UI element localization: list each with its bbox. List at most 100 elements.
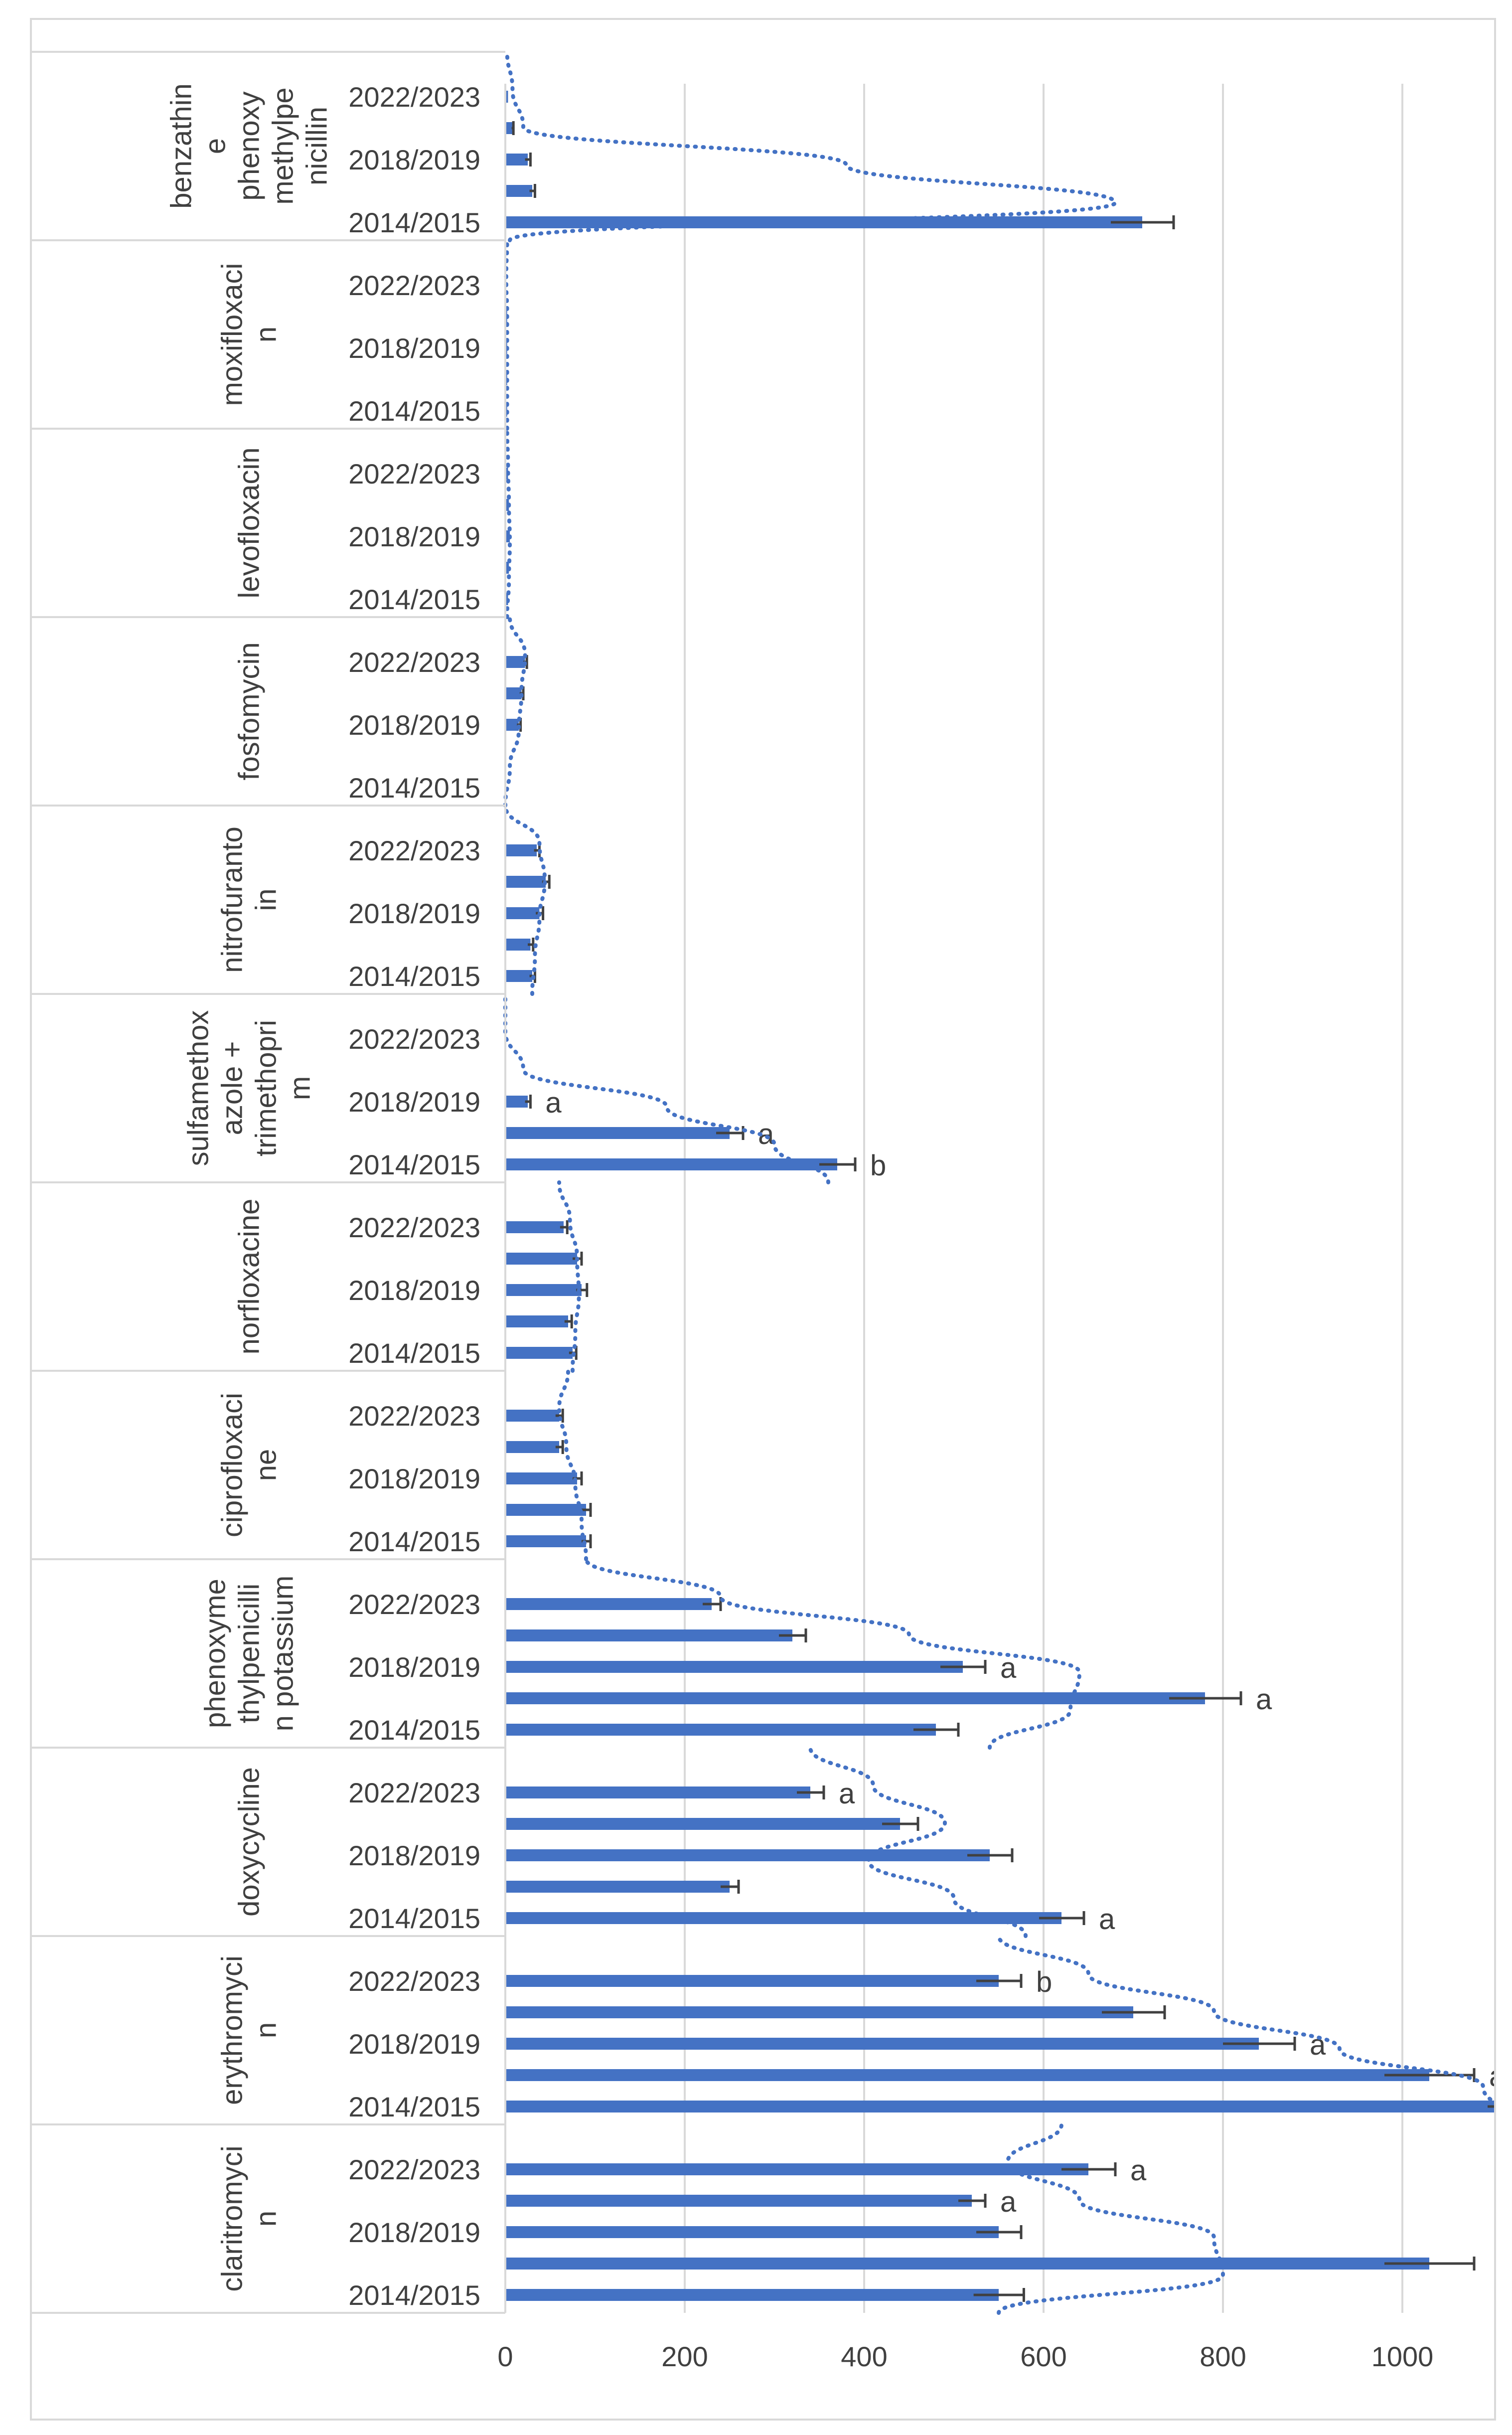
- year-label: 2018/2019: [348, 1463, 480, 1494]
- gridlines: [684, 84, 1403, 2313]
- bar: [505, 185, 532, 197]
- bar: [505, 1849, 990, 1861]
- year-label: 2014/2015: [348, 207, 480, 238]
- bar: [505, 2101, 1494, 2112]
- year-label: 2014/2015: [348, 1526, 480, 1557]
- bar: [505, 1127, 730, 1139]
- group-label-line: n: [250, 326, 282, 342]
- bar: [505, 2006, 1133, 2018]
- bar: [505, 91, 508, 103]
- bar: [505, 562, 509, 574]
- year-label: 2018/2019: [348, 1086, 480, 1118]
- group-label-line: in: [250, 888, 282, 911]
- group-label-line: n: [250, 2211, 282, 2227]
- group-label-line: trimethopri: [250, 1020, 282, 1156]
- significance-label: a: [839, 1778, 855, 1810]
- year-label: 2022/2023: [348, 1589, 480, 1620]
- bar: [505, 2069, 1429, 2081]
- bar: [505, 876, 546, 888]
- year-label: 2022/2023: [348, 1965, 480, 1997]
- bar: [505, 1441, 559, 1453]
- year-label: 2014/2015: [348, 2279, 480, 2311]
- bar: [505, 719, 519, 731]
- bar: [505, 1472, 577, 1484]
- trendline: [503, 804, 547, 996]
- year-label: 2014/2015: [348, 1149, 480, 1180]
- group-label-line: methylpe: [267, 87, 299, 204]
- year-label: 2014/2015: [348, 772, 480, 804]
- trendlines: [503, 50, 1494, 2315]
- year-label: 2014/2015: [348, 584, 480, 615]
- group-label-line: fosfomycin: [233, 642, 265, 780]
- year-label: 2014/2015: [348, 961, 480, 992]
- significance-label: a: [1000, 1652, 1017, 1684]
- bar: [505, 1818, 900, 1830]
- year-label: 2022/2023: [348, 81, 480, 113]
- bar: [505, 154, 528, 165]
- group-label: claritromyci n: [216, 2145, 282, 2291]
- bar: [505, 1692, 1205, 1704]
- group-label: levofloxacin: [233, 447, 265, 598]
- group-label-line: nitrofuranto: [216, 826, 248, 973]
- trendline: [557, 1369, 588, 1561]
- year-label: 2018/2019: [348, 2028, 480, 2060]
- year-label: 2022/2023: [348, 647, 480, 678]
- group-label-line: moxifloxaci: [216, 263, 248, 406]
- significance-label: a: [1130, 2154, 1147, 2187]
- trendline: [505, 50, 1118, 242]
- bar: [505, 656, 525, 668]
- bar: [505, 1221, 564, 1233]
- group-label: fosfomycin: [233, 642, 265, 780]
- trendline: [997, 1934, 1494, 2105]
- x-tick-label: 1000: [1371, 2341, 1434, 2372]
- group-label-line: sulfamethox: [182, 1010, 214, 1166]
- year-label: 2018/2019: [348, 144, 480, 175]
- group-label: doxycycline: [233, 1767, 265, 1917]
- year-label: 2014/2015: [348, 395, 480, 427]
- chart-frame: aabaabaaaabaa 2014/20152018/20192022/202…: [30, 18, 1496, 2421]
- year-label: 2014/2015: [348, 2091, 480, 2122]
- bar: [505, 1598, 712, 1610]
- trendline: [557, 1180, 581, 1373]
- group-label-line: ne: [250, 1449, 282, 1481]
- chart-svg: aabaabaaaabaa 2014/20152018/20192022/202…: [32, 50, 1494, 2372]
- year-label: 2018/2019: [348, 898, 480, 929]
- bar: [505, 2289, 999, 2301]
- year-label: 2018/2019: [348, 2217, 480, 2248]
- year-label: 2018/2019: [348, 521, 480, 552]
- year-label: 2018/2019: [348, 1840, 480, 1871]
- group-label: sulfamethox azole + trimethopri m: [182, 1010, 316, 1166]
- group-label-line: m: [284, 1076, 316, 1100]
- group-label-line: n potassium: [267, 1576, 299, 1732]
- bars: aabaabaaaabaa: [505, 91, 1494, 2302]
- group-label-line: thylpenicilli: [233, 1584, 265, 1723]
- group-label-line: n: [250, 2022, 282, 2038]
- year-label: 2018/2019: [348, 332, 480, 364]
- significance-label: b: [870, 1149, 886, 1182]
- bar: [505, 1629, 792, 1641]
- value-axis-ticks: 0200400600800100012001400: [497, 2341, 1434, 2372]
- trendline: [504, 238, 509, 431]
- year-label: 2022/2023: [348, 458, 480, 489]
- bar: [505, 1881, 730, 1893]
- year-label: 2018/2019: [348, 1651, 480, 1683]
- group-label-line: ciprofloxaci: [216, 1393, 248, 1537]
- group-label: nitrofuranto in: [216, 826, 282, 973]
- bar: [505, 1661, 963, 1673]
- bar: [505, 939, 531, 951]
- bar: [505, 1410, 559, 1422]
- significance-label: a: [1000, 2186, 1017, 2218]
- trendline: [997, 2122, 1225, 2315]
- bar: [505, 122, 513, 134]
- category-axis: 2014/2015 2018/2019 2022/2023 claritromyci n…: [32, 51, 506, 2314]
- bar: [505, 1284, 582, 1296]
- year-label: 2022/2023: [348, 270, 480, 301]
- bar: [505, 2163, 1088, 2175]
- significance-label: a: [1256, 1683, 1272, 1716]
- year-label: 2022/2023: [348, 1400, 480, 1432]
- group-label: norfloxacine: [233, 1199, 265, 1355]
- bar: [505, 2195, 972, 2207]
- bar: [505, 1975, 999, 1987]
- significance-label: b: [1036, 1966, 1052, 1998]
- year-label: 2014/2015: [348, 1903, 480, 1934]
